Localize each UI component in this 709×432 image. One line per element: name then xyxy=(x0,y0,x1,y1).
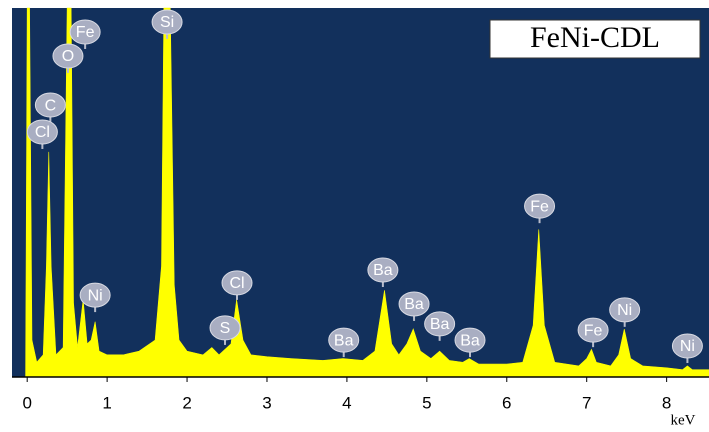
annotation-label: Fe xyxy=(530,198,549,215)
annotation-label: Fe xyxy=(76,24,95,41)
annotation-bubble xyxy=(577,317,609,343)
annotation-bubble xyxy=(609,297,641,323)
annotation-bubble xyxy=(454,327,486,353)
annotation-bubble xyxy=(79,282,111,308)
annotation-label: Ba xyxy=(404,296,424,313)
x-tick-label: 8 xyxy=(662,393,671,412)
annotation-label: Ba xyxy=(334,332,354,349)
x-tick-label: 1 xyxy=(102,393,111,412)
annotation-bubble xyxy=(671,333,703,359)
annotation-bubble xyxy=(367,257,399,283)
annotation-label: Ni xyxy=(617,302,632,319)
annotation-label: Ba xyxy=(460,332,480,349)
chart-title: FeNi-CDL xyxy=(530,21,660,54)
annotation-label: Fe xyxy=(584,322,603,339)
annotation-label: Ba xyxy=(430,316,450,333)
annotation-bubble xyxy=(209,315,241,341)
annotation-label: Cl xyxy=(229,275,244,292)
title-box xyxy=(489,19,701,59)
annotation-bubble xyxy=(524,193,556,219)
x-tick-label: 4 xyxy=(342,393,351,412)
annotation-bubble xyxy=(69,19,101,45)
annotation-label: Si xyxy=(160,14,174,31)
annotation-bubble xyxy=(398,291,430,317)
annotation-bubble xyxy=(26,119,58,145)
annotation-bubble xyxy=(151,9,183,35)
annotation-bubble xyxy=(424,311,456,337)
annotation-label: Ni xyxy=(88,287,103,304)
x-tick-label: 6 xyxy=(502,393,511,412)
annotation-label: Cl xyxy=(35,124,50,141)
annotation-label: C xyxy=(45,97,57,114)
annotation-bubble xyxy=(328,327,360,353)
annotation-bubble xyxy=(34,92,66,118)
spectrum-area xyxy=(12,7,709,378)
x-tick-label: 3 xyxy=(262,393,271,412)
plot-background xyxy=(12,8,709,377)
annotation-label: Ba xyxy=(373,262,393,279)
annotation-label: S xyxy=(220,320,231,337)
annotation-bubble xyxy=(221,270,253,296)
annotation-label: O xyxy=(62,48,74,65)
annotation-label: Ni xyxy=(680,338,695,355)
annotation-bubble xyxy=(52,43,84,69)
x-tick-label: 0 xyxy=(22,393,31,412)
x-axis-label: keV xyxy=(671,412,696,428)
x-tick-label: 2 xyxy=(182,393,191,412)
x-tick-label: 7 xyxy=(582,393,591,412)
x-tick-label: 5 xyxy=(422,393,431,412)
